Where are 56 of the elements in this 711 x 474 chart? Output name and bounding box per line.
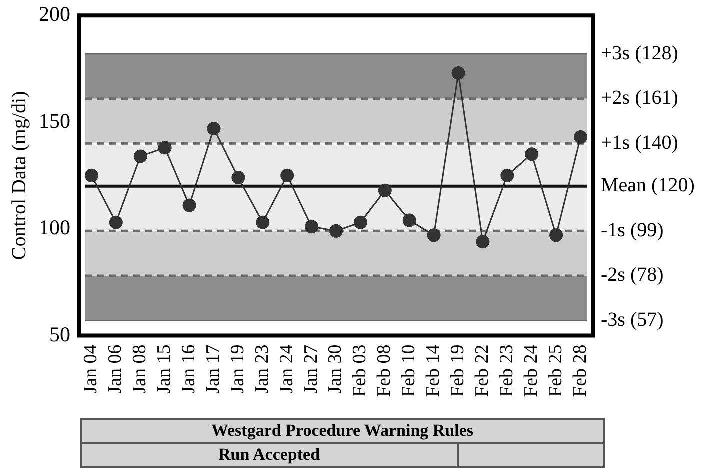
x-tick-label: Feb 23: [496, 344, 518, 397]
text: Run Accepted: [81, 443, 458, 467]
y-tick-label: 150: [39, 108, 70, 133]
ref-line-label: -3s (57): [601, 309, 664, 332]
ref-line-label: +3s (128): [601, 42, 678, 64]
x-tick-label: Jan 04: [80, 344, 102, 394]
point: [109, 216, 123, 230]
x-tick-label: Jan 15: [154, 344, 176, 394]
ref-line-label: Mean (120): [601, 174, 695, 197]
point: [452, 66, 466, 80]
y-tick-label: 50: [50, 322, 70, 346]
x-tick-label: Jan 23: [252, 344, 273, 394]
point: [354, 216, 368, 230]
point: [525, 148, 539, 162]
text: Westgard Procedure Warning Rules: [81, 419, 604, 443]
point: [402, 214, 416, 228]
ref-line-label: +2s (161): [601, 87, 678, 110]
x-tick-label: Feb 08: [374, 344, 396, 397]
point: [574, 130, 588, 144]
x-tick-label: Feb 22: [472, 344, 493, 397]
point: [280, 168, 294, 182]
x-tick-label: Feb 28: [570, 344, 591, 397]
x-tick-label: Feb 25: [545, 344, 566, 397]
point: [330, 224, 343, 238]
point: [207, 122, 221, 136]
y-tick-label: 200: [39, 2, 70, 26]
point: [305, 220, 319, 234]
x-tick-label: Jan 16: [178, 344, 200, 394]
point: [378, 184, 392, 198]
point: [182, 198, 196, 212]
ref-line-label: -2s (78): [601, 264, 664, 286]
point: [84, 168, 98, 182]
x-tick-label: Jan 06: [105, 344, 126, 394]
x-tick-label: Feb 10: [398, 344, 420, 397]
x-tick-label: Jan 17: [202, 344, 224, 394]
ref-line-label: -1s (99): [601, 219, 664, 242]
point: [134, 150, 148, 164]
point: [476, 235, 490, 249]
x-tick-label: Jan 19: [227, 344, 248, 394]
point: [500, 168, 514, 182]
x-tick-label: Jan 08: [130, 344, 151, 394]
point: [550, 228, 564, 242]
point: [256, 216, 270, 230]
point: [232, 171, 246, 185]
x-tick-label: Feb 14: [423, 344, 444, 397]
point: [427, 228, 441, 242]
x-tick-label: Jan 30: [325, 344, 346, 394]
ref-line-label: +1s (140): [601, 132, 678, 154]
x-tick-label: Jan 24: [276, 344, 298, 394]
x-tick-label: Jan 27: [300, 344, 322, 394]
x-tick-label: Feb 24: [520, 344, 542, 397]
x-tick-label: Feb 03: [350, 344, 371, 397]
y-axis-title: Control Data (mg/di): [8, 91, 30, 260]
point: [158, 141, 172, 155]
x-tick-label: Feb 19: [447, 344, 468, 397]
y-tick-label: 100: [39, 216, 70, 240]
